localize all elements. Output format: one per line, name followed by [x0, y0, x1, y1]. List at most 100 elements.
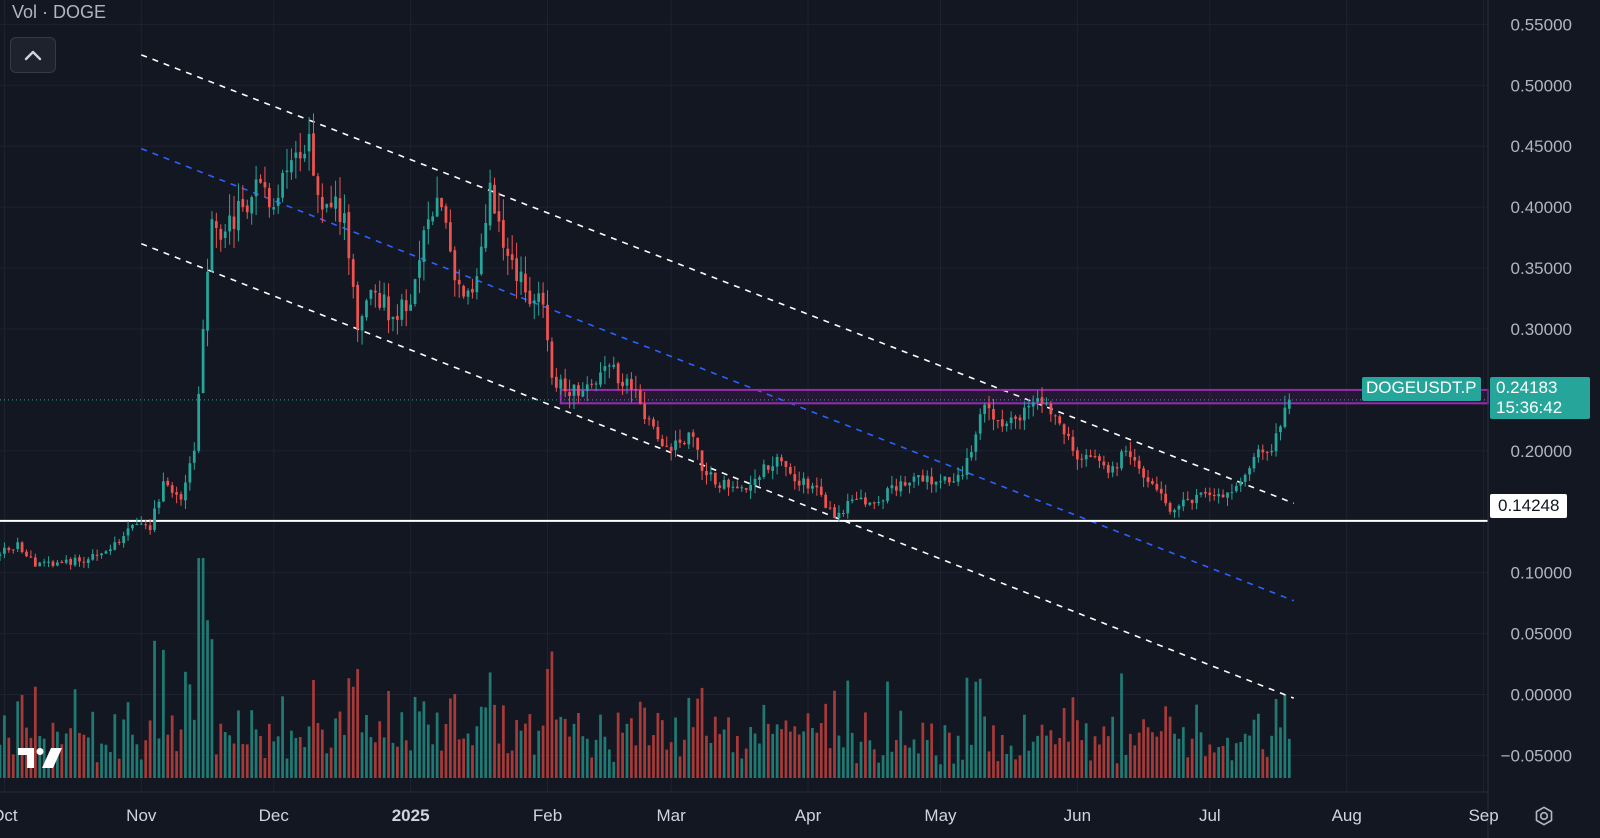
- volume-bar: [117, 758, 121, 778]
- candle-body: [559, 379, 563, 389]
- candle-body: [484, 222, 488, 249]
- volume-bar: [612, 761, 616, 778]
- volume-bar: [806, 713, 810, 778]
- candle-body: [444, 206, 448, 223]
- volume-bar: [766, 723, 770, 778]
- volume-bar: [1248, 735, 1251, 778]
- candle-body: [612, 364, 616, 367]
- candle-body: [630, 379, 633, 390]
- volume-bar: [537, 730, 541, 778]
- candle-body: [360, 316, 364, 331]
- volume-bar: [188, 684, 192, 778]
- candle-body: [131, 525, 134, 529]
- symbol-price-label: DOGEUSDT.P: [1362, 377, 1481, 401]
- volume-bar: [780, 729, 783, 778]
- candle-body: [113, 542, 117, 550]
- volume-bar: [139, 759, 143, 778]
- volume-bar: [157, 738, 161, 778]
- candle-body: [400, 299, 404, 320]
- volume-bar: [347, 678, 351, 778]
- volume-bar: [64, 733, 68, 778]
- volume-bar: [546, 668, 549, 778]
- candle-body: [1217, 494, 1221, 497]
- volume-bar: [939, 764, 942, 778]
- trend-line-channel-mid[interactable]: [141, 147, 1295, 602]
- volume-bar: [1159, 731, 1163, 778]
- volume-bar: [1265, 756, 1269, 778]
- candle-body: [479, 246, 483, 275]
- candle-body: [475, 276, 479, 293]
- volume-bar: [1000, 734, 1004, 778]
- volume-bar: [1239, 741, 1243, 778]
- time-tick-label: Nov: [126, 806, 157, 825]
- candle-body: [263, 182, 267, 188]
- candle-body: [175, 492, 178, 495]
- volume-bar: [1226, 737, 1229, 778]
- volume-bar: [69, 728, 73, 778]
- candle-body: [422, 230, 426, 262]
- trend-line-channel-lower[interactable]: [141, 242, 1295, 699]
- candle-body: [687, 432, 691, 445]
- price-scale[interactable]: 0.55000 0.50000 0.45000 0.40000 0.35000 0.300…: [1501, 15, 1572, 765]
- candle-body: [1058, 416, 1062, 424]
- volume-bar: [1093, 736, 1097, 778]
- candle-body: [1199, 492, 1203, 495]
- candle-body: [634, 389, 638, 391]
- candle-body: [833, 507, 836, 518]
- volume-bar: [784, 720, 788, 778]
- volume-bar: [1053, 744, 1057, 778]
- candle-body: [466, 290, 470, 297]
- volume-bar: [378, 721, 382, 778]
- volume-bar: [983, 716, 987, 778]
- price-tick-label: 0.45000: [1511, 137, 1572, 156]
- candle-body: [974, 434, 978, 452]
- candle-body: [82, 561, 86, 563]
- candle-body: [162, 481, 165, 502]
- volume-bar: [453, 694, 457, 778]
- time-scale[interactable]: Oct Nov Dec 2025 Feb Mar Apr May Jun Jul Aug Sep: [0, 806, 1499, 825]
- candle-body: [457, 279, 461, 285]
- volume-bar: [369, 737, 373, 778]
- candle-body: [912, 476, 916, 482]
- collapse-legend-button[interactable]: [10, 37, 56, 73]
- candle-body: [1098, 456, 1101, 461]
- volume-bar: [678, 756, 682, 778]
- volume-bar: [908, 747, 911, 778]
- price-tick-label: 0.40000: [1511, 198, 1572, 217]
- volume-bar: [775, 724, 779, 778]
- volume-bar: [1071, 697, 1075, 778]
- candle-body: [493, 184, 496, 214]
- volume-bar: [1270, 735, 1274, 778]
- volume-bar: [404, 740, 408, 778]
- volume-bar: [7, 737, 11, 778]
- candle-body: [431, 216, 435, 222]
- candle-body: [925, 475, 929, 483]
- candle-body: [731, 486, 735, 488]
- candle-body: [943, 476, 947, 481]
- candle-body: [1230, 492, 1234, 494]
- volume-bar: [1181, 727, 1185, 778]
- volume-bar: [237, 710, 240, 778]
- candle-body: [1234, 485, 1238, 492]
- chart-drawings[interactable]: [0, 54, 1489, 699]
- candle-body: [254, 179, 258, 197]
- volume-bar: [1111, 716, 1115, 778]
- candle-body: [802, 478, 805, 485]
- candle-body: [51, 561, 55, 566]
- tradingview-logo-icon[interactable]: [16, 745, 64, 776]
- volume-bar: [1080, 740, 1084, 778]
- candle-body: [1212, 495, 1216, 497]
- chart-settings-button[interactable]: [1528, 800, 1560, 832]
- candle-body: [47, 561, 50, 563]
- trend-line-channel-upper[interactable]: [141, 54, 1295, 504]
- volume-bar: [391, 742, 395, 778]
- candle-body: [192, 450, 196, 463]
- candle-body: [1036, 398, 1039, 402]
- volume-bar: [652, 735, 655, 778]
- candle-body: [16, 542, 20, 549]
- candle-body: [775, 456, 779, 467]
- candle-body: [1279, 426, 1282, 433]
- volume-bar: [449, 698, 452, 778]
- resistance-zone[interactable]: [559, 388, 1489, 405]
